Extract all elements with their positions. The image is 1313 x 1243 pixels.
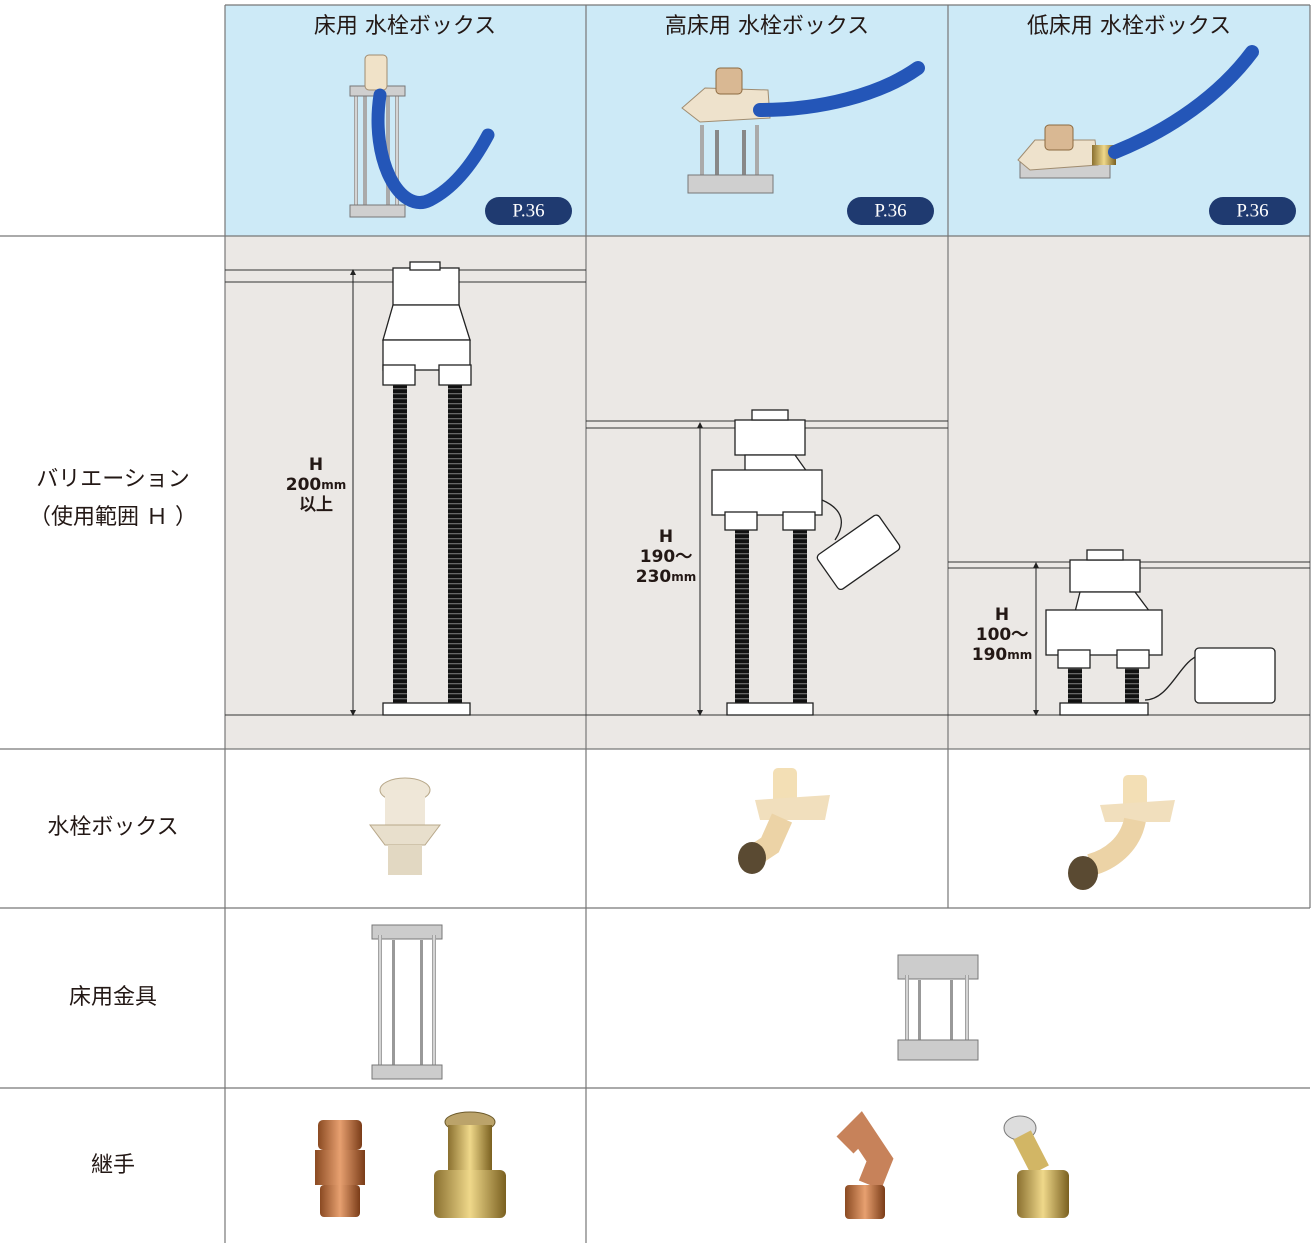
dimension-value: 190 <box>972 645 1008 665</box>
page-ref-badge <box>485 197 572 225</box>
dimension-label: 100～ <box>976 625 1029 645</box>
row-label: （使用範囲 Ｈ ） <box>29 505 197 530</box>
page-ref: P.36 <box>512 200 544 221</box>
dimension-label: 190mm <box>972 645 1033 665</box>
photo-bracket-1 <box>371 924 443 1080</box>
diagram-high-floor <box>586 409 948 716</box>
photo-low-floor-box <box>1017 45 1259 179</box>
dimension-value: 100～ <box>976 625 1029 645</box>
texts: 床用 水栓ボックス P.36 高床用 水栓ボックス P.36 低床用 水栓ボックス P.3… <box>29 14 1296 1178</box>
dimension-label: 190～ <box>640 547 693 567</box>
row-label: バリエーション <box>36 467 190 492</box>
dimension-value: 200 <box>286 475 322 495</box>
dimension-value: H <box>995 605 1009 625</box>
column-title: 低床用 水栓ボックス <box>1027 14 1231 39</box>
photo-bracket-2 <box>897 954 979 1061</box>
dimension-value: 190～ <box>640 547 693 567</box>
dimension-label: H <box>309 455 323 475</box>
column-title: 高床用 水栓ボックス <box>665 14 869 39</box>
diagram-floor <box>225 261 586 716</box>
dimension-label: 200mm <box>286 475 347 495</box>
photo-floor-box <box>349 54 495 218</box>
photo-box-part-3 <box>1068 775 1175 890</box>
page-ref-badge <box>1209 197 1296 225</box>
dimension-unit: mm <box>321 478 346 492</box>
dimension-label: 以上 <box>299 495 333 515</box>
dimension-unit: mm <box>1007 648 1032 662</box>
photo-high-floor-box <box>681 61 925 194</box>
dimension-unit: mm <box>671 570 696 584</box>
page-ref: P.36 <box>874 200 906 221</box>
dimension-label: H <box>659 527 673 547</box>
photo-joints <box>315 1111 1069 1219</box>
dimension-value: 以上 <box>299 495 333 515</box>
dimension-value: H <box>659 527 673 547</box>
page-ref-badge <box>847 197 934 225</box>
photo-box-part-2 <box>738 768 830 874</box>
dimension-value: H <box>309 455 323 475</box>
column-title: 床用 水栓ボックス <box>314 14 496 39</box>
table-grid <box>0 4 1311 1243</box>
diagram-low-floor <box>948 549 1310 716</box>
page-ref: P.36 <box>1236 200 1268 221</box>
photo-box-part-1 <box>369 777 441 875</box>
dimension-label: 230mm <box>636 567 697 587</box>
row-label: 水栓ボックス <box>47 815 178 840</box>
dimension-label: H <box>995 605 1009 625</box>
row-label: 継手 <box>91 1153 135 1178</box>
dimension-value: 230 <box>636 567 672 587</box>
row-label: 床用金具 <box>69 985 157 1010</box>
